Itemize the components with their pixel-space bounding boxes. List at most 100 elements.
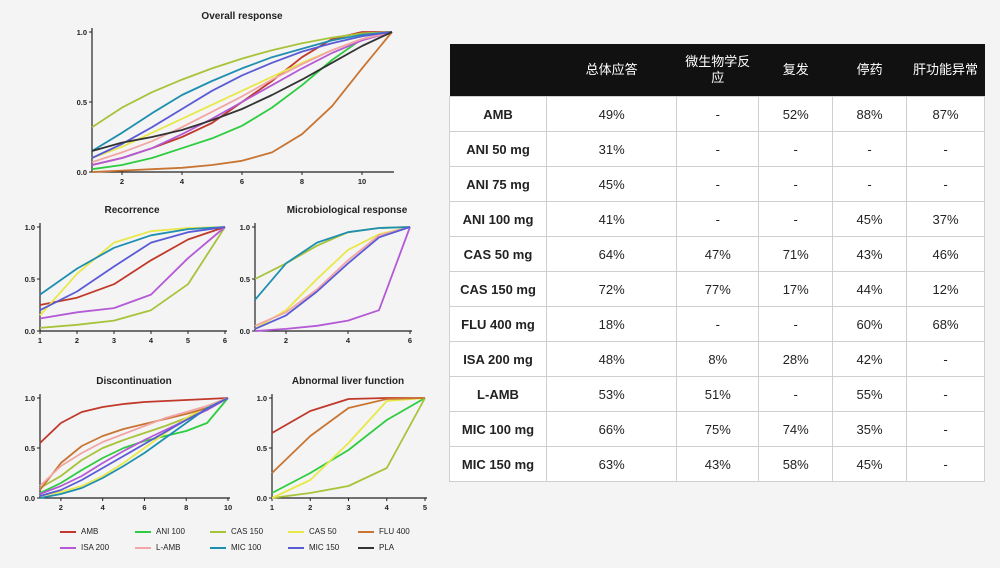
row-header-cell: CAS 50 mg: [449, 236, 547, 272]
table-cell: -: [832, 166, 907, 202]
series-line-cas-150: [91, 31, 393, 128]
series-line-amb: [39, 226, 226, 306]
x-tick-label: 4: [180, 177, 185, 186]
table-row: MIC 100 mg 66% 75% 74% 35% -: [449, 411, 985, 447]
row-header-cell: ANI 50 mg: [449, 131, 547, 167]
series-line-cas-50: [39, 226, 226, 316]
chart-3: Discontinuation 0.0 0.5 1.0 2 4 6 8 10: [25, 376, 233, 512]
x-tick-label: 10: [358, 177, 366, 186]
table-cell: 58%: [758, 446, 834, 482]
legend-swatch: [60, 530, 76, 533]
series-line-mic-150: [39, 226, 226, 312]
table-row: MIC 150 mg 63% 43% 58% 45% -: [449, 446, 985, 482]
table-cell: 52%: [758, 96, 834, 132]
y-tick-label: 0.5: [240, 275, 250, 284]
y-tick-label: 0.0: [25, 327, 35, 336]
series-line-cas-150: [39, 397, 229, 489]
legend-swatch: [135, 546, 151, 549]
y-tick-label: 0.5: [25, 444, 35, 453]
series-line-l-amb: [254, 226, 411, 327]
x-tick-label: 8: [184, 503, 188, 512]
y-tick-label: 0.0: [257, 494, 267, 503]
table-cell: 68%: [906, 306, 985, 342]
table-cell: 44%: [832, 271, 907, 307]
table-cell: 51%: [676, 376, 760, 412]
chart-title: Microbiological response: [287, 205, 408, 216]
legend-label: ISA 200: [81, 543, 110, 552]
series-line-isa-200: [39, 226, 226, 320]
x-tick-label: 8: [300, 177, 304, 186]
series-line-mic-150: [91, 31, 393, 159]
table-cell: 35%: [832, 411, 907, 447]
series-line-flu-400: [271, 397, 426, 474]
table-cell: -: [906, 376, 985, 412]
legend-swatch: [135, 530, 151, 533]
results-table: 总体应答 微生物学反应 复发 停药 肝功能异常 AMB 49% -52% 88% 87%…: [449, 44, 985, 482]
table-cell: 49%: [545, 96, 678, 132]
y-tick-label: 1.0: [77, 28, 87, 37]
y-tick-label: 0.5: [257, 444, 267, 453]
legend-swatch: [288, 530, 304, 533]
table-cell: 53%: [545, 376, 678, 412]
legend-item: FLU 400: [358, 527, 410, 536]
row-header-cell: MIC 150 mg: [449, 446, 547, 482]
table-cell: 41%: [545, 201, 678, 237]
legend-item: ISA 200: [60, 543, 109, 552]
series-line-amb: [39, 397, 229, 444]
table-row: L-AMB 53% 51% -55% -: [449, 376, 985, 412]
series-line-isa-200: [254, 226, 411, 332]
legend-label: FLU 400: [379, 527, 410, 536]
table-cell: 63%: [545, 446, 678, 482]
series-line-isa-200: [91, 31, 393, 166]
table-cell: 60%: [832, 306, 907, 342]
table-cell: 46%: [906, 236, 985, 272]
table-cell: 47%: [676, 236, 760, 272]
series-line-ani-100: [271, 397, 426, 494]
table-row: CAS 50 mg 64% 47% 71% 43% 46%: [449, 236, 985, 272]
x-tick-label: 3: [112, 336, 116, 345]
table-cell: 75%: [676, 411, 760, 447]
series-line-cas-150: [271, 397, 426, 499]
y-tick-label: 1.0: [257, 394, 267, 403]
row-header-cell: AMB: [449, 96, 547, 132]
table-row: AMB 49% -52% 88% 87%: [449, 96, 985, 132]
legend-label: ANI 100: [156, 527, 185, 536]
x-tick-label: 1: [38, 336, 42, 345]
legend-swatch: [210, 530, 226, 533]
x-tick-label: 4: [385, 503, 390, 512]
table-row: ANI 75 mg 45% - - - -: [449, 166, 985, 202]
table-cell: 87%: [906, 96, 985, 132]
header-cell-drug: [449, 44, 547, 97]
legend-swatch: [210, 546, 226, 549]
table-cell: 77%: [676, 271, 760, 307]
series-line-l-amb: [91, 31, 393, 164]
x-tick-label: 2: [284, 336, 288, 345]
chart-title: Discontinuation: [96, 376, 172, 387]
table-cell: -: [906, 131, 985, 167]
table-cell: 45%: [832, 201, 907, 237]
series-line-mic-100: [39, 226, 226, 296]
legend-swatch: [358, 530, 374, 533]
table-header-row: 总体应答 微生物学反应 复发 停药 肝功能异常: [449, 44, 985, 97]
table-cell: -: [676, 201, 760, 237]
legend-label: L-AMB: [156, 543, 181, 552]
series-line-flu-400: [91, 31, 393, 173]
x-tick-label: 6: [142, 503, 146, 512]
legend-swatch: [288, 546, 304, 549]
legend-item: L-AMB: [135, 543, 180, 552]
x-tick-label: 2: [308, 503, 312, 512]
table-row: FLU 400 mg 18% - -60% 68%: [449, 306, 985, 342]
x-tick-label: 6: [223, 336, 227, 345]
table-cell: 42%: [832, 341, 907, 377]
legend-label: AMB: [81, 527, 99, 536]
series-line-mic-150: [39, 397, 229, 497]
table-cell: 55%: [832, 376, 907, 412]
table-cell: -: [832, 131, 907, 167]
legend-swatch: [358, 546, 374, 549]
series-line-mic-150: [254, 226, 411, 330]
legend-label: MIC 150: [309, 543, 340, 552]
legend-swatch: [60, 546, 76, 549]
series-line-l-amb: [39, 397, 229, 487]
table-cell: -: [676, 166, 760, 202]
table-cell: -: [906, 446, 985, 482]
